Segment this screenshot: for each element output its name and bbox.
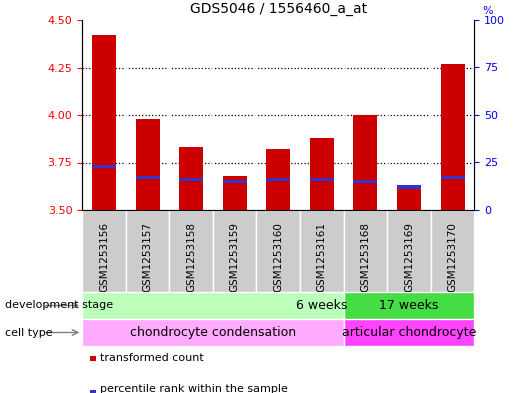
Bar: [223, 176, 246, 210]
Bar: [126, 210, 169, 292]
Bar: [354, 180, 377, 183]
Bar: [310, 138, 334, 210]
Bar: [397, 187, 421, 210]
Bar: [387, 210, 431, 292]
Text: 17 weeks: 17 weeks: [379, 299, 439, 312]
Title: GDS5046 / 1556460_a_at: GDS5046 / 1556460_a_at: [190, 2, 367, 16]
Bar: [179, 147, 203, 210]
Bar: [92, 165, 116, 168]
Text: 6 weeks: 6 weeks: [296, 299, 348, 312]
Text: GSM1253156: GSM1253156: [99, 222, 109, 292]
Text: GSM1253158: GSM1253158: [186, 222, 196, 292]
Text: GSM1253170: GSM1253170: [447, 222, 457, 292]
Bar: [223, 180, 246, 183]
Text: chondrocyte condensation: chondrocyte condensation: [130, 326, 296, 339]
Bar: [136, 176, 160, 179]
Bar: [431, 210, 474, 292]
Text: GSM1253160: GSM1253160: [273, 222, 283, 292]
Text: transformed count: transformed count: [93, 353, 204, 363]
Text: development stage: development stage: [5, 301, 113, 310]
Bar: [169, 210, 213, 292]
Text: cell type: cell type: [5, 327, 53, 338]
Bar: [257, 210, 300, 292]
Bar: [136, 119, 160, 210]
Bar: [354, 115, 377, 210]
Bar: [82, 319, 343, 346]
Bar: [179, 178, 203, 181]
Text: GSM1253157: GSM1253157: [143, 222, 153, 292]
Bar: [213, 210, 257, 292]
Text: articular chondrocyte: articular chondrocyte: [342, 326, 476, 339]
Bar: [82, 210, 126, 292]
Text: GSM1253169: GSM1253169: [404, 222, 414, 292]
Bar: [440, 64, 465, 210]
Bar: [300, 210, 343, 292]
Bar: [310, 178, 334, 181]
Bar: [343, 210, 387, 292]
Text: GSM1253159: GSM1253159: [229, 222, 240, 292]
Bar: [440, 176, 465, 179]
Text: %: %: [482, 6, 493, 16]
Bar: [397, 185, 421, 189]
Text: GSM1253161: GSM1253161: [317, 222, 327, 292]
Bar: [82, 292, 343, 319]
Text: percentile rank within the sample: percentile rank within the sample: [93, 384, 288, 393]
Bar: [92, 35, 116, 210]
Bar: [266, 178, 290, 181]
Bar: [266, 149, 290, 210]
Bar: [343, 319, 474, 346]
Bar: [343, 292, 474, 319]
Text: GSM1253168: GSM1253168: [360, 222, 370, 292]
